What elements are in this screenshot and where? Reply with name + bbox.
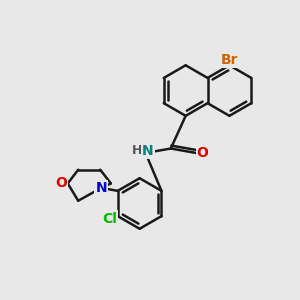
Text: H: H — [132, 144, 142, 157]
Text: N: N — [142, 144, 154, 158]
Text: O: O — [55, 176, 67, 190]
Text: N: N — [96, 182, 107, 196]
Text: Cl: Cl — [102, 212, 117, 226]
Text: Br: Br — [221, 53, 238, 67]
Text: O: O — [197, 146, 208, 160]
